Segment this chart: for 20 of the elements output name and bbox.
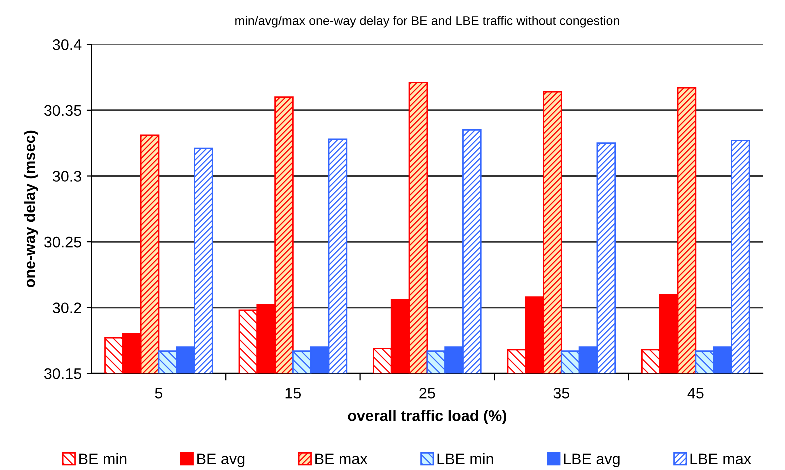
x-tick-label: 5 — [155, 388, 163, 399]
legend-label: BE min — [80, 453, 127, 464]
y-tick-label: 30.25 — [44, 236, 82, 248]
x-tick-label: 35 — [554, 388, 570, 399]
y-tick-label: 30.15 — [44, 368, 82, 380]
y-axis-title: one-way delay (msec) — [24, 130, 38, 288]
legend-label: LBE max — [690, 454, 752, 465]
legend-label: BE avg — [198, 454, 245, 468]
x-tick-label: 45 — [688, 388, 704, 399]
x-axis-title: overall traffic load (%) — [348, 410, 506, 424]
y-tick-label: 30.4 — [52, 40, 82, 50]
legend-label: LBE avg — [564, 454, 620, 468]
x-tick-label: 15 — [286, 388, 302, 399]
chart-title: min/avg/max one-way delay for BE and LBE traffic without congestion — [236, 16, 620, 28]
y-tick-label: 30.35 — [44, 105, 82, 116]
y-tick-label: 30.3 — [52, 171, 82, 182]
y-tick-label: 30.2 — [52, 302, 82, 314]
legend-label: LBE min — [438, 453, 494, 464]
legend-label: BE max — [316, 454, 368, 465]
x-tick-label: 25 — [420, 388, 436, 399]
